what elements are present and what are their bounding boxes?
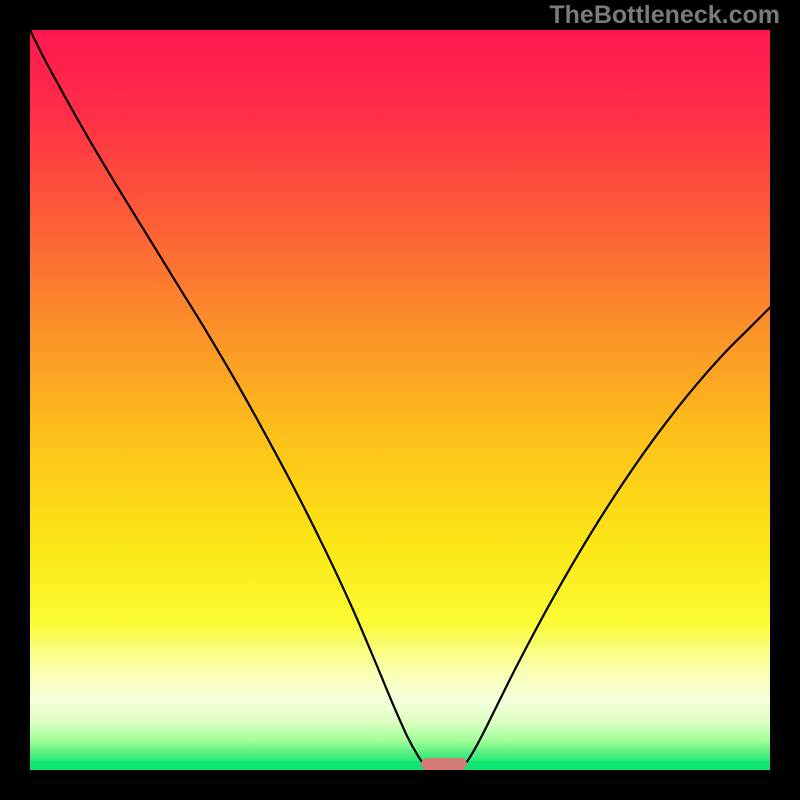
watermark-text: TheBottleneck.com [549,1,780,30]
bottleneck-curve [30,30,770,770]
chart-frame: TheBottleneck.com [0,0,800,800]
plot-area [30,30,770,770]
optimal-marker [421,758,467,771]
